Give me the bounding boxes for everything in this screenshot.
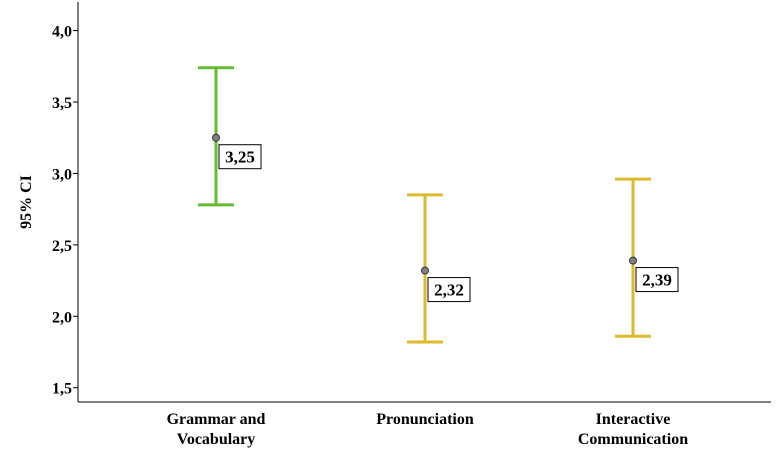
- data-label-box: [635, 267, 679, 293]
- y-tick-label: 4,0: [52, 24, 72, 41]
- data-label: 2,32: [434, 281, 464, 300]
- data-label-box: [218, 144, 262, 170]
- x-tick-label: Vocabulary: [177, 431, 256, 448]
- errorbar-group: 2,32: [407, 193, 471, 344]
- mean-point: [629, 256, 637, 265]
- x-tick-label: Pronunciation: [376, 411, 474, 428]
- y-tick-label: 3,0: [52, 166, 72, 183]
- mean-point: [212, 133, 220, 142]
- mean-point: [421, 266, 429, 275]
- errorbar-group: 2,39: [615, 177, 679, 338]
- y-tick-label: 2,5: [52, 238, 72, 255]
- axes: 1,5 2,0 2,5 3,0 3,5 4,0 95% CI Grammar and Vocab…: [18, 2, 771, 448]
- y-tick-label: 1,5: [52, 381, 72, 398]
- x-tick-label: Interactive: [596, 411, 671, 428]
- data-label: 2,39: [642, 271, 672, 290]
- data-label: 3,25: [225, 148, 255, 167]
- y-axis-title: 95% CI: [18, 175, 35, 229]
- y-tick-label: 2,0: [52, 309, 72, 326]
- errorbar-group: 3,25: [198, 66, 262, 207]
- chart-marks: 3,25 2,32 2,39: [198, 66, 679, 344]
- y-tick-label: 3,5: [52, 95, 72, 112]
- x-tick-label: Grammar and: [167, 411, 266, 428]
- x-tick-label: Communication: [578, 431, 688, 448]
- data-label-box: [427, 277, 471, 303]
